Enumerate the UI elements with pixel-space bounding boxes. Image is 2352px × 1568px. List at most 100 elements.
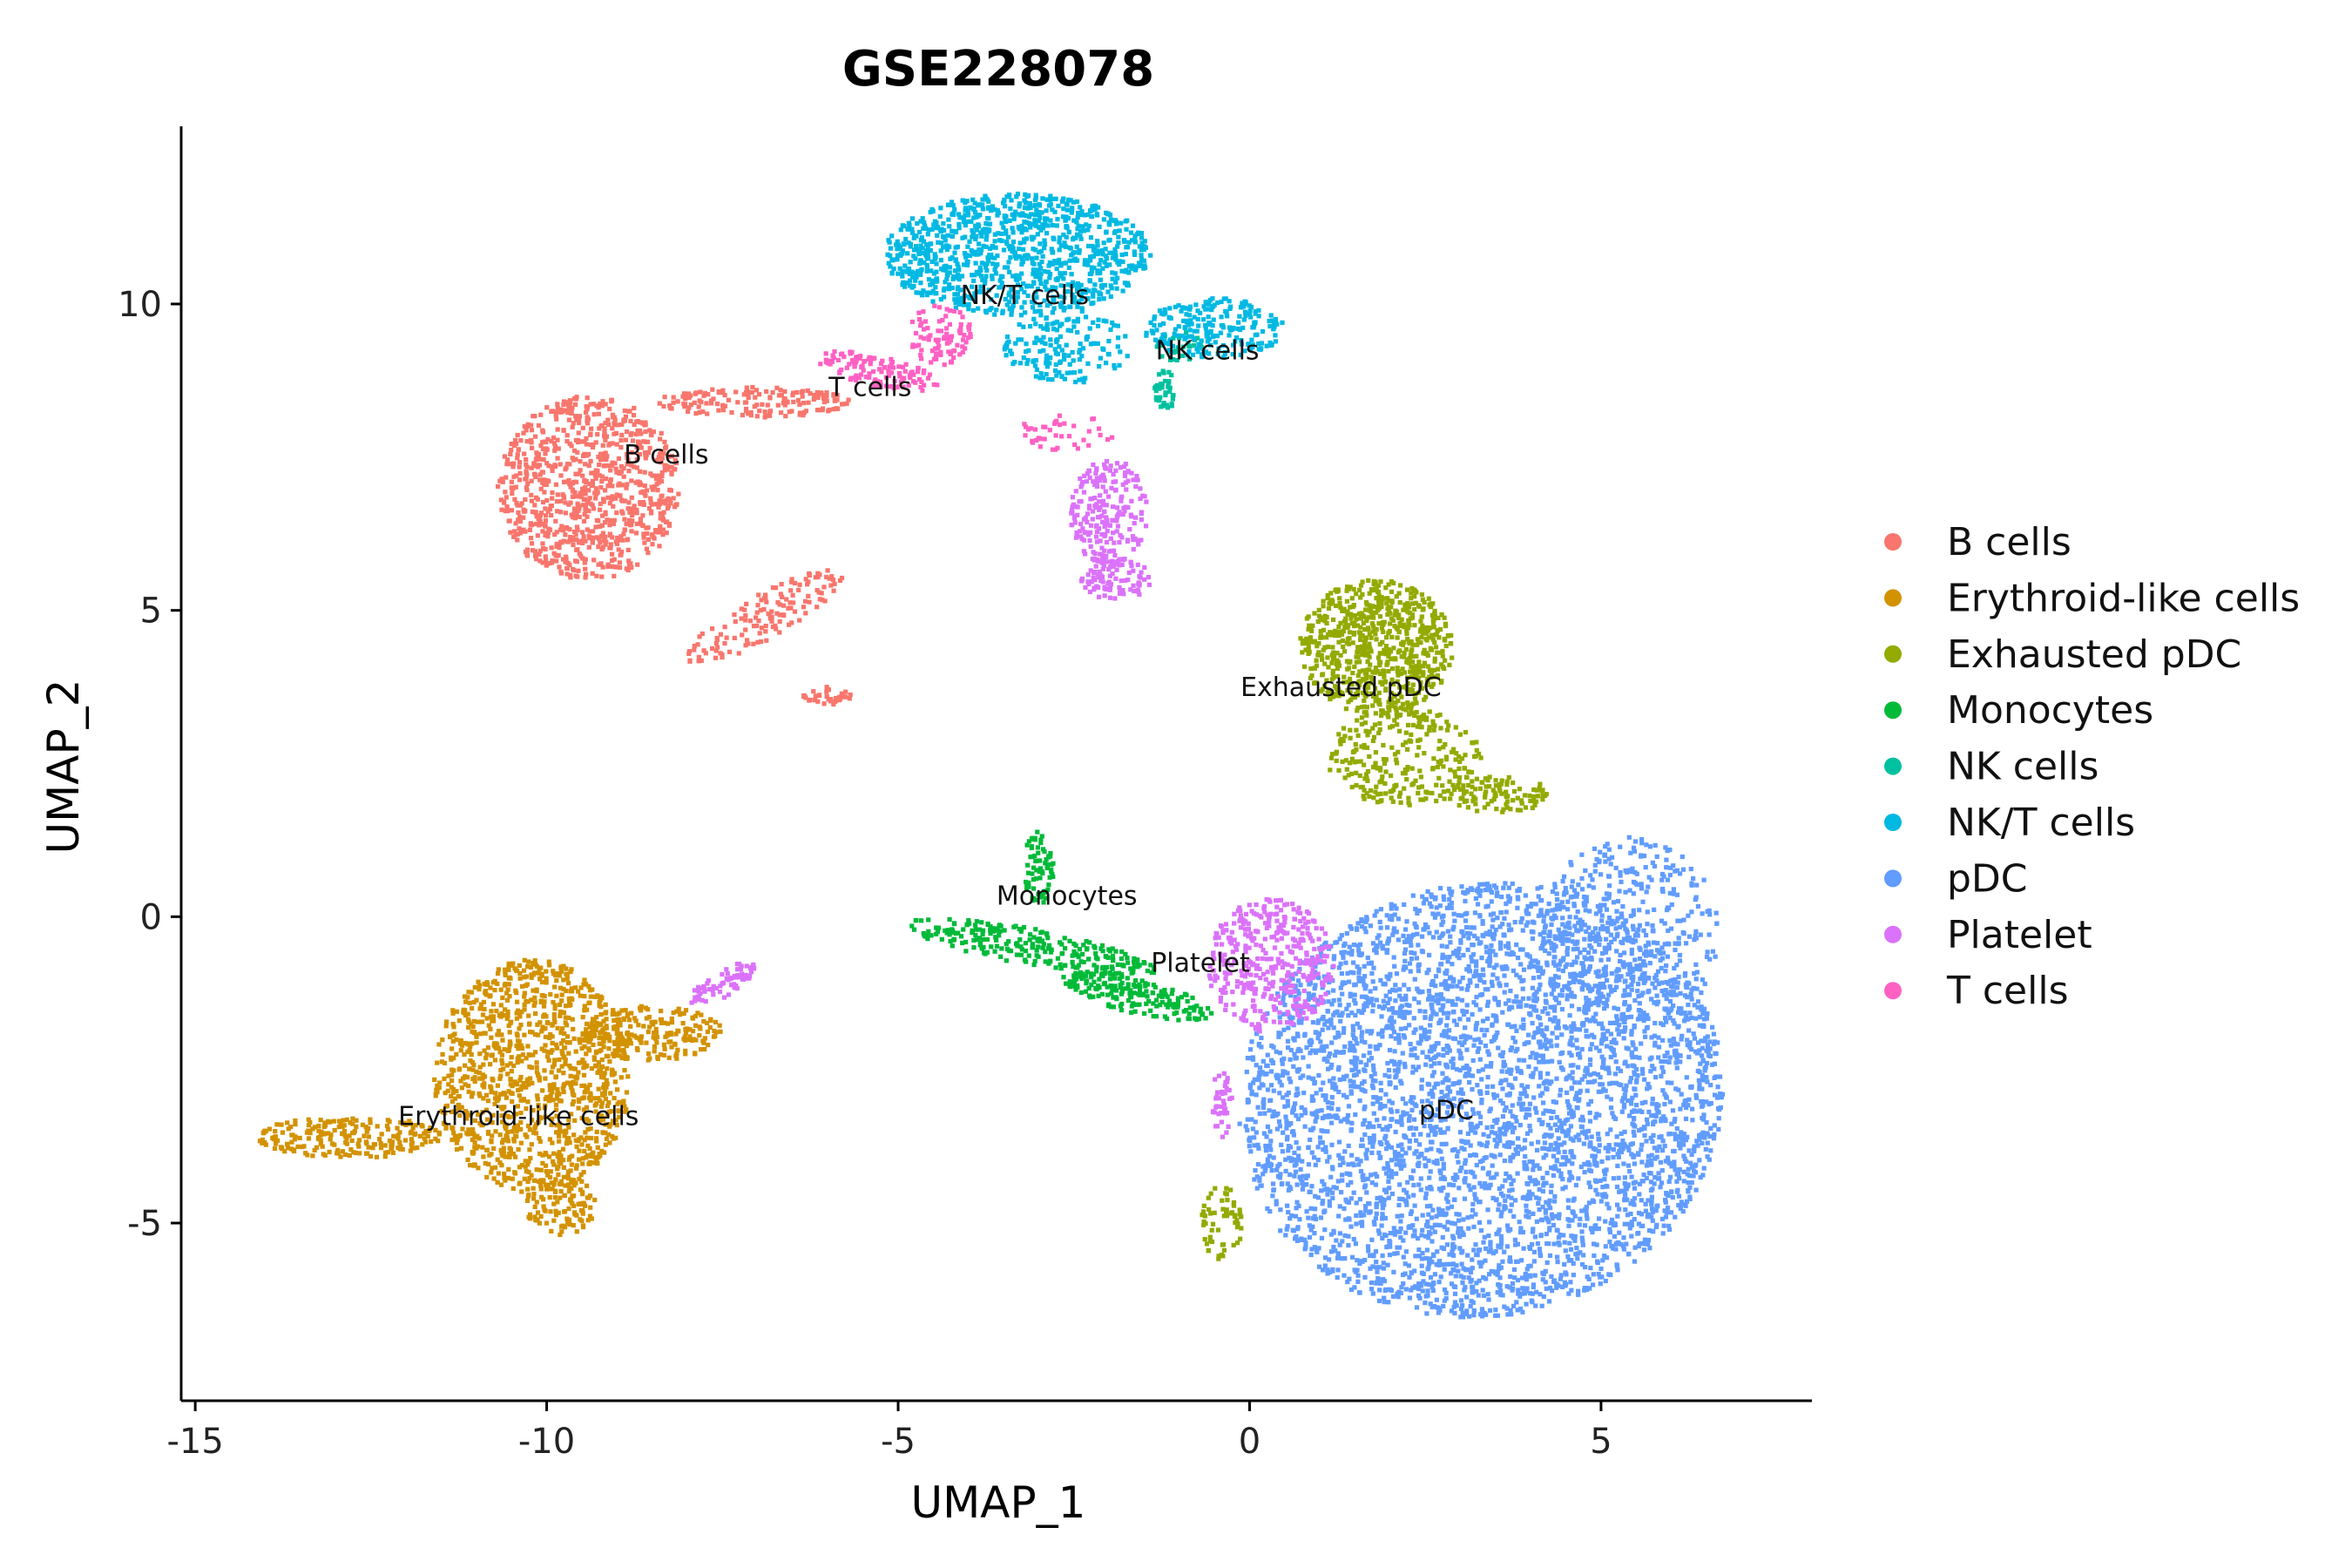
point: [1152, 967, 1157, 972]
point: [621, 1098, 626, 1104]
point: [1080, 974, 1086, 979]
point: [1224, 1192, 1229, 1197]
point: [1110, 946, 1115, 951]
point: [534, 557, 539, 562]
point: [625, 537, 630, 543]
point: [489, 1090, 494, 1095]
point: [564, 988, 569, 994]
point: [450, 1010, 456, 1016]
point: [596, 544, 601, 550]
point: [541, 477, 547, 483]
point: [540, 560, 545, 565]
point: [1402, 602, 1408, 607]
point: [598, 501, 603, 507]
point: [1096, 268, 1101, 274]
point: [589, 483, 594, 488]
point: [470, 1059, 475, 1065]
point: [605, 1112, 611, 1117]
point: [528, 437, 534, 443]
point: [743, 643, 748, 648]
point: [1412, 607, 1417, 612]
point: [531, 1003, 537, 1008]
point: [634, 1035, 639, 1040]
point: [484, 980, 490, 985]
point: [604, 1078, 609, 1083]
point: [1190, 995, 1195, 1001]
point: [568, 970, 573, 975]
point: [1405, 747, 1410, 752]
point: [1333, 633, 1338, 639]
point: [519, 1163, 524, 1168]
point: [493, 1129, 498, 1134]
point: [1407, 623, 1412, 628]
point: [589, 470, 594, 476]
point: [286, 1126, 291, 1132]
point: [628, 510, 634, 516]
point: [443, 1024, 449, 1029]
point: [568, 406, 574, 411]
point: [710, 626, 715, 632]
point: [1404, 632, 1409, 637]
point: [633, 531, 639, 536]
point: [1030, 942, 1035, 947]
point: [566, 1157, 571, 1162]
point: [970, 234, 975, 240]
point: [582, 1060, 587, 1065]
point: [322, 1120, 328, 1125]
point: [1201, 1203, 1206, 1208]
point: [1371, 578, 1376, 584]
point: [1487, 774, 1492, 780]
point: [575, 547, 580, 552]
point: [1316, 607, 1321, 612]
point: [575, 501, 580, 506]
point: [789, 620, 794, 625]
point: [697, 1024, 702, 1030]
point: [643, 493, 648, 498]
point: [402, 1138, 409, 1143]
point: [370, 1146, 375, 1151]
point: [601, 1018, 606, 1024]
point: [1152, 385, 1158, 391]
point: [518, 1074, 524, 1080]
point: [598, 1011, 604, 1017]
point: [1403, 740, 1409, 745]
point: [1367, 654, 1372, 659]
point: [1088, 208, 1093, 214]
point: [1414, 653, 1419, 659]
point: [831, 392, 836, 397]
point: [1370, 629, 1375, 634]
point: [534, 1167, 539, 1173]
point: [1410, 642, 1416, 647]
point: [513, 1154, 518, 1159]
point: [271, 1137, 276, 1142]
point: [500, 1152, 505, 1158]
point: [1458, 796, 1463, 801]
point: [1089, 271, 1094, 276]
point: [1125, 956, 1130, 961]
point: [503, 1154, 508, 1159]
point: [566, 1122, 571, 1127]
point: [1062, 240, 1067, 246]
point: [598, 1153, 603, 1159]
point: [1192, 1004, 1197, 1010]
point: [609, 1071, 614, 1077]
point: [591, 1057, 598, 1062]
point: [503, 981, 508, 987]
point: [645, 488, 650, 493]
point: [1091, 972, 1096, 977]
point: [1086, 985, 1092, 991]
point: [566, 478, 571, 483]
point: [1112, 976, 1118, 981]
point: [651, 1035, 656, 1040]
point: [581, 1107, 587, 1112]
point: [542, 999, 547, 1004]
point: [979, 247, 984, 253]
point: [1369, 691, 1374, 696]
point: [464, 1075, 470, 1080]
point: [1234, 1218, 1240, 1223]
point: [1372, 626, 1377, 632]
point: [563, 510, 568, 516]
point: [1441, 764, 1446, 769]
point: [593, 440, 598, 445]
point: [531, 988, 536, 993]
